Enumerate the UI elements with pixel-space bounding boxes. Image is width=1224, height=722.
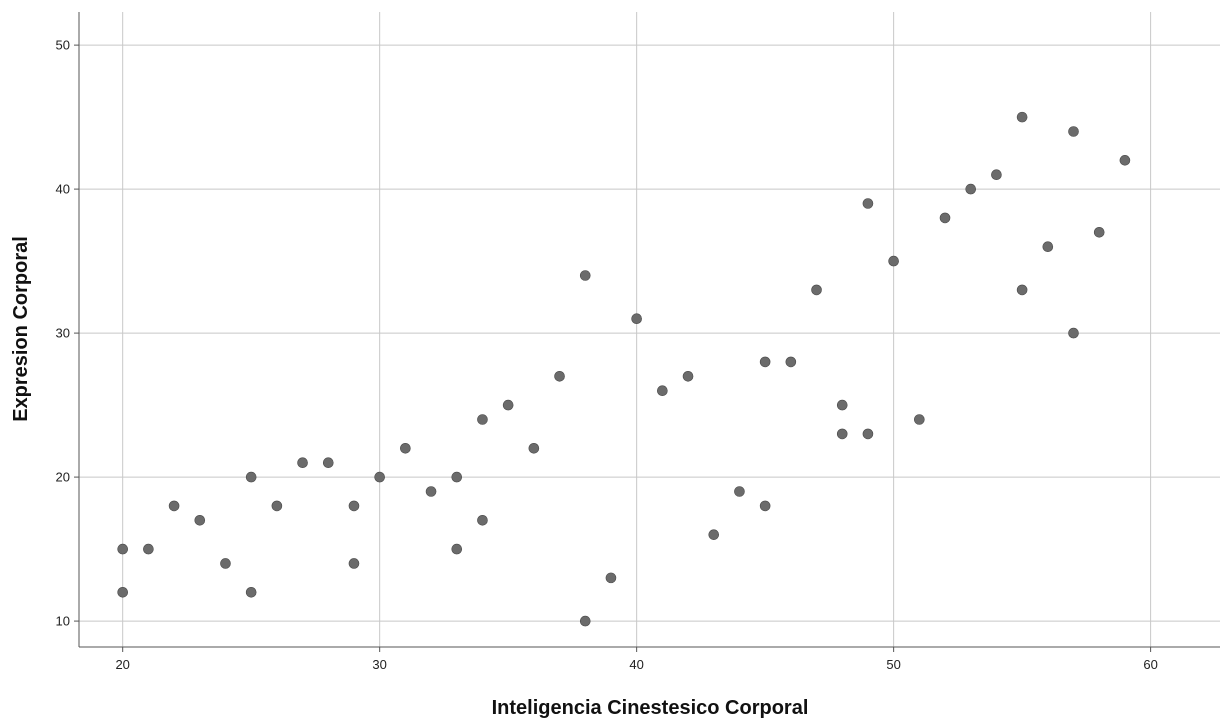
x-tick-label: 60 — [1143, 657, 1157, 672]
data-point — [348, 500, 360, 512]
data-point — [862, 198, 874, 209]
data-point — [322, 457, 334, 468]
data-point — [914, 414, 925, 425]
data-point — [836, 428, 848, 440]
data-point — [939, 212, 951, 224]
data-point — [554, 370, 565, 382]
data-point — [502, 399, 514, 411]
data-point — [965, 183, 977, 195]
y-axis-title: Expresion Corporal — [10, 236, 32, 422]
data-point — [631, 313, 642, 325]
data-point — [271, 500, 283, 512]
data-point — [657, 385, 668, 396]
data-point — [348, 558, 360, 569]
y-tick-label: 10 — [56, 614, 70, 629]
data-point — [374, 471, 385, 483]
x-tick-label: 20 — [115, 657, 129, 672]
y-tick-label: 40 — [56, 182, 70, 197]
data-point — [1119, 155, 1131, 166]
data-point — [888, 255, 899, 267]
data-point — [862, 428, 874, 440]
y-tick-label: 50 — [56, 38, 70, 53]
data-point — [477, 414, 488, 425]
data-point — [220, 558, 231, 569]
data-point — [245, 586, 257, 598]
data-point — [836, 399, 848, 411]
data-point — [168, 500, 180, 512]
data-point — [143, 543, 154, 555]
data-point — [477, 514, 488, 526]
data-point — [1068, 126, 1079, 137]
data-point — [425, 486, 437, 497]
x-tick-label: 40 — [629, 657, 643, 672]
data-point — [117, 586, 128, 598]
y-tick-label: 20 — [56, 470, 70, 485]
axes — [78, 12, 1220, 648]
data-point — [451, 471, 463, 483]
data-point — [451, 543, 463, 555]
data-point — [1093, 227, 1105, 238]
data-point — [297, 457, 308, 468]
data-point — [1042, 241, 1054, 253]
data-point — [759, 356, 771, 368]
data-point — [528, 442, 540, 454]
x-tick-label: 50 — [886, 657, 900, 672]
data-point — [1016, 111, 1028, 123]
data-points — [117, 111, 1131, 627]
y-tick-label: 30 — [56, 326, 70, 341]
x-axis-ticks: 20 30 40 50 60 — [115, 647, 1158, 672]
data-point — [579, 270, 591, 281]
data-point — [759, 500, 771, 512]
grid-lines — [79, 12, 1220, 647]
data-point — [682, 370, 694, 382]
x-axis-title: Inteligencia Cinestesico Corporal — [492, 697, 809, 719]
data-point — [991, 169, 1002, 181]
data-point — [605, 572, 617, 584]
data-point — [245, 471, 257, 483]
data-point — [1016, 284, 1028, 296]
data-point — [579, 615, 591, 627]
data-point — [734, 486, 745, 497]
data-point — [117, 543, 128, 555]
x-tick-label: 30 — [372, 657, 386, 672]
data-point — [785, 356, 797, 368]
data-point — [708, 529, 720, 540]
plot-background — [79, 12, 1220, 647]
y-axis-ticks: 10 20 30 40 50 — [56, 38, 79, 629]
data-point — [400, 442, 411, 454]
data-point — [194, 514, 206, 526]
data-point — [1068, 327, 1079, 339]
data-point — [811, 284, 822, 296]
